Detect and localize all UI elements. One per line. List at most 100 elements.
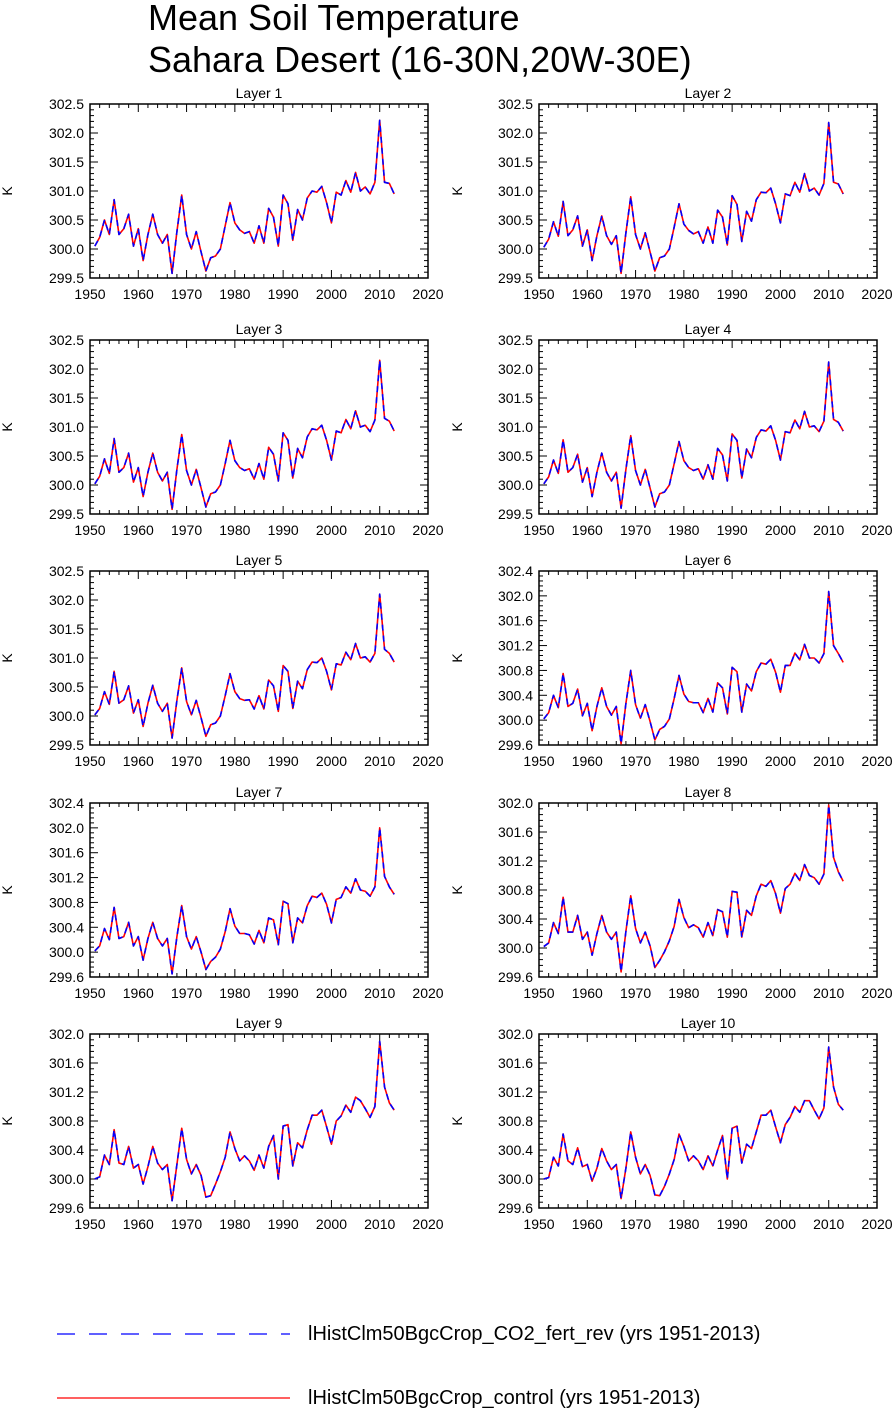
x-tick-label: 1970 [620, 753, 651, 769]
y-tick-label: 300.0 [498, 1171, 533, 1187]
x-tick-label: 1990 [268, 753, 299, 769]
y-tick-label: 299.6 [498, 737, 533, 753]
figure-title-line-2: Sahara Desert (16-30N,20W-30E) [148, 39, 692, 80]
x-tick-label: 1970 [171, 1216, 202, 1232]
y-tick-label: 301.0 [498, 183, 533, 199]
x-tick-label: 2010 [364, 1216, 395, 1232]
y-tick-label: 301.2 [49, 1084, 84, 1100]
x-tick-label: 1960 [572, 753, 603, 769]
y-tick-label: 300.5 [49, 448, 84, 464]
x-tick-label: 2010 [364, 522, 395, 538]
x-tick-label: 1950 [74, 522, 105, 538]
x-tick-label: 1980 [219, 985, 250, 1001]
panel-layer-10: Layer 10 K 1950 1960 1970 1980 1990 2000 2010 202… [449, 1015, 893, 1232]
y-tick-label: 300.0 [49, 944, 84, 960]
y-tick-label: 299.6 [498, 969, 533, 985]
y-tick-label: 300.8 [49, 894, 84, 910]
y-axis-label: K [449, 422, 465, 432]
series-line-co2-fert [94, 119, 395, 275]
x-tick-label: 2020 [412, 1216, 443, 1232]
y-tick-label: 300.4 [498, 911, 533, 927]
panel-title: Layer 3 [236, 321, 283, 337]
panel-title: Layer 9 [236, 1015, 283, 1031]
x-tick-label: 1980 [219, 286, 250, 302]
x-tick-label: 1990 [717, 753, 748, 769]
y-axis-label: K [449, 1116, 465, 1126]
series-line-co2-fert [94, 1040, 395, 1202]
y-axis-label: K [449, 653, 465, 663]
x-tick-label: 1970 [171, 753, 202, 769]
y-tick-label: 300.4 [498, 687, 533, 703]
plot-frame [538, 103, 878, 279]
y-axis-label: K [449, 885, 465, 895]
series-line-co2-fert [543, 804, 844, 973]
y-tick-label: 301.6 [49, 1055, 84, 1071]
y-tick-label: 302.0 [49, 125, 84, 141]
y-tick-label: 302.0 [498, 361, 533, 377]
x-tick-label: 2000 [316, 1216, 347, 1232]
y-tick-label: 302.5 [49, 332, 84, 348]
x-tick-label: 2020 [861, 286, 892, 302]
x-tick-label: 2010 [813, 1216, 844, 1232]
x-tick-label: 2010 [813, 286, 844, 302]
series-line-control [543, 361, 844, 510]
y-tick-label: 302.0 [498, 795, 533, 811]
y-tick-label: 301.2 [498, 638, 533, 654]
y-tick-label: 301.0 [49, 419, 84, 435]
y-tick-label: 301.2 [49, 870, 84, 886]
y-tick-label: 300.0 [49, 241, 84, 257]
panel-layer-5: Layer 5 K 1950 1960 1970 1980 1990 2000 2010 2020… [0, 552, 444, 769]
panel-title: Layer 8 [685, 784, 732, 800]
y-axis-label: K [449, 186, 465, 196]
panel-title: Layer 5 [236, 552, 283, 568]
panel-title: Layer 10 [681, 1015, 736, 1031]
panel-title: Layer 7 [236, 784, 283, 800]
y-tick-label: 302.5 [49, 563, 84, 579]
x-tick-label: 1970 [171, 522, 202, 538]
panel-layer-6: Layer 6 K 1950 1960 1970 1980 1990 2000 2010 2020… [449, 552, 893, 769]
x-tick-label: 1950 [74, 753, 105, 769]
figure-title-line-1: Mean Soil Temperature [148, 0, 520, 38]
x-tick-label: 1980 [219, 1216, 250, 1232]
x-tick-label: 1950 [74, 985, 105, 1001]
x-tick-label: 1970 [620, 522, 651, 538]
y-tick-label: 302.4 [498, 563, 533, 579]
x-tick-label: 2020 [412, 522, 443, 538]
y-tick-label: 301.5 [498, 154, 533, 170]
x-tick-label: 2000 [765, 286, 796, 302]
y-tick-label: 301.0 [498, 419, 533, 435]
x-tick-label: 1980 [668, 286, 699, 302]
legend-label-co2-fert: lHistClm50BgcCrop_CO2_fert_rev (yrs 1951… [308, 1323, 761, 1345]
x-tick-label: 2000 [316, 753, 347, 769]
y-tick-label: 300.0 [498, 477, 533, 493]
y-tick-label: 299.5 [49, 737, 84, 753]
y-tick-label: 301.0 [49, 183, 84, 199]
series-line-control [543, 804, 844, 973]
y-tick-label: 302.0 [49, 361, 84, 377]
y-tick-label: 300.0 [498, 241, 533, 257]
plot-frame [538, 1033, 878, 1209]
y-tick-label: 302.0 [49, 1026, 84, 1042]
y-tick-label: 299.6 [49, 1200, 84, 1216]
x-tick-label: 1990 [268, 1216, 299, 1232]
x-tick-label: 1970 [171, 286, 202, 302]
x-tick-label: 1980 [219, 522, 250, 538]
x-tick-label: 1990 [717, 522, 748, 538]
series-line-control [94, 359, 395, 511]
x-tick-label: 2010 [813, 522, 844, 538]
panel-title: Layer 4 [685, 321, 732, 337]
x-tick-label: 2020 [861, 522, 892, 538]
x-tick-label: 2020 [861, 985, 892, 1001]
y-tick-label: 300.8 [49, 1113, 84, 1129]
y-tick-label: 302.0 [49, 592, 84, 608]
y-tick-label: 299.6 [498, 1200, 533, 1216]
x-tick-label: 1950 [74, 1216, 105, 1232]
y-tick-label: 301.5 [49, 154, 84, 170]
y-tick-label: 302.0 [498, 125, 533, 141]
x-tick-label: 2000 [316, 522, 347, 538]
y-tick-label: 300.4 [49, 919, 84, 935]
series-line-co2-fert [94, 827, 395, 975]
x-tick-label: 2000 [316, 985, 347, 1001]
series-line-control [94, 593, 395, 739]
